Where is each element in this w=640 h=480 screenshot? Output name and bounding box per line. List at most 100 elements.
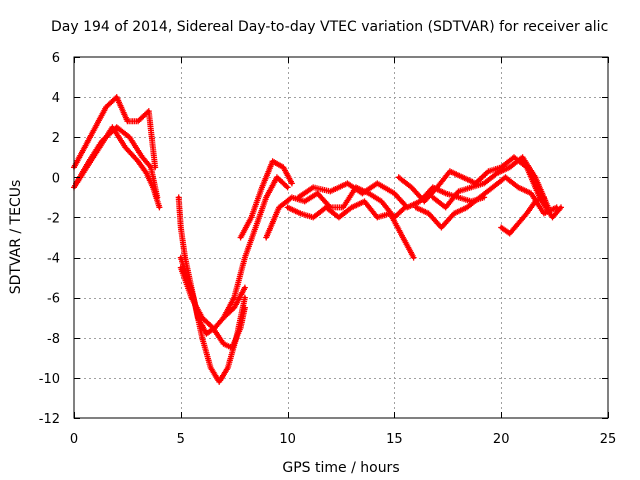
y-tick-label: 2 xyxy=(52,131,60,146)
data-point xyxy=(503,175,507,179)
data-point xyxy=(456,195,460,199)
data-point xyxy=(123,145,127,149)
data-point xyxy=(439,225,443,229)
y-tick-label: 6 xyxy=(52,51,60,66)
data-point xyxy=(405,205,409,209)
data-point xyxy=(491,185,495,189)
series-track-15 xyxy=(498,194,547,237)
data-point xyxy=(435,185,439,189)
data-point xyxy=(516,185,520,189)
data-point xyxy=(380,199,384,203)
data-point xyxy=(155,195,159,199)
data-point xyxy=(469,185,473,189)
data-point xyxy=(239,326,243,330)
data-point xyxy=(271,159,275,163)
x-tick-label: 15 xyxy=(386,432,403,447)
data-point xyxy=(409,185,413,189)
data-point xyxy=(277,205,281,209)
data-point xyxy=(87,159,91,163)
data-point xyxy=(222,342,226,346)
series-track-7 xyxy=(220,174,291,321)
data-point xyxy=(448,169,452,173)
data-point xyxy=(204,332,208,336)
data-point xyxy=(147,109,151,113)
data-point xyxy=(392,191,396,195)
data-point xyxy=(431,185,435,189)
data-point xyxy=(456,189,460,193)
data-point xyxy=(444,191,448,195)
data-point xyxy=(465,205,469,209)
data-point xyxy=(264,195,268,199)
y-tick-label: 4 xyxy=(52,91,60,106)
data-point xyxy=(209,366,213,370)
data-point xyxy=(362,199,366,203)
data-point xyxy=(260,185,264,189)
data-point xyxy=(200,336,204,340)
data-point xyxy=(243,286,247,290)
data-point xyxy=(239,236,243,239)
data-point xyxy=(211,326,215,330)
data-point xyxy=(316,191,320,195)
data-point xyxy=(397,175,401,179)
data-point xyxy=(324,205,328,209)
data-point xyxy=(275,175,279,179)
data-point xyxy=(444,205,448,209)
data-point xyxy=(486,169,490,173)
data-point xyxy=(495,171,499,175)
data-point xyxy=(388,211,392,215)
y-tick-label: -2 xyxy=(47,211,60,226)
x-tick-label: 5 xyxy=(177,432,185,447)
data-point xyxy=(298,211,302,215)
data-point xyxy=(290,181,294,185)
data-point xyxy=(375,181,379,185)
data-point xyxy=(533,199,537,203)
series-track-8 xyxy=(237,158,295,241)
data-point xyxy=(311,215,315,219)
series-track-13 xyxy=(412,174,560,231)
data-point xyxy=(311,185,315,189)
data-point xyxy=(74,181,78,185)
data-point xyxy=(337,215,341,219)
data-point xyxy=(232,306,236,310)
data-point xyxy=(254,225,258,229)
data-point xyxy=(550,215,554,219)
y-tick-label: -8 xyxy=(47,332,60,347)
data-point xyxy=(183,256,187,260)
plot-frame xyxy=(73,56,609,419)
data-series xyxy=(71,94,564,385)
data-point xyxy=(401,236,405,239)
data-point xyxy=(499,165,503,169)
data-point xyxy=(414,205,418,209)
x-tick-label: 25 xyxy=(600,432,617,447)
data-point xyxy=(115,95,119,99)
data-point xyxy=(243,306,247,310)
data-point xyxy=(83,145,87,149)
x-axis-label: GPS time / hours xyxy=(282,460,399,476)
data-point xyxy=(243,256,247,260)
data-point xyxy=(264,236,268,239)
data-point xyxy=(136,119,140,123)
data-point xyxy=(157,205,161,209)
data-point xyxy=(542,211,546,215)
data-point xyxy=(128,135,132,139)
data-point xyxy=(290,195,294,199)
data-point xyxy=(461,175,465,179)
y-tick-label: -12 xyxy=(39,412,60,427)
data-point xyxy=(529,191,533,195)
data-point xyxy=(533,175,537,179)
data-point xyxy=(136,159,140,163)
data-point xyxy=(230,346,234,350)
x-tick-label: 20 xyxy=(493,432,510,447)
y-tick-label: -4 xyxy=(47,252,60,267)
data-point xyxy=(452,211,456,215)
y-axis-label: SDTVAR / TECUs xyxy=(8,180,24,295)
data-point xyxy=(367,191,371,195)
data-point xyxy=(189,296,193,300)
data-point xyxy=(200,316,204,320)
data-point xyxy=(478,195,482,199)
series-track-10 xyxy=(284,198,417,261)
data-point xyxy=(482,181,486,185)
data-point xyxy=(125,119,129,123)
